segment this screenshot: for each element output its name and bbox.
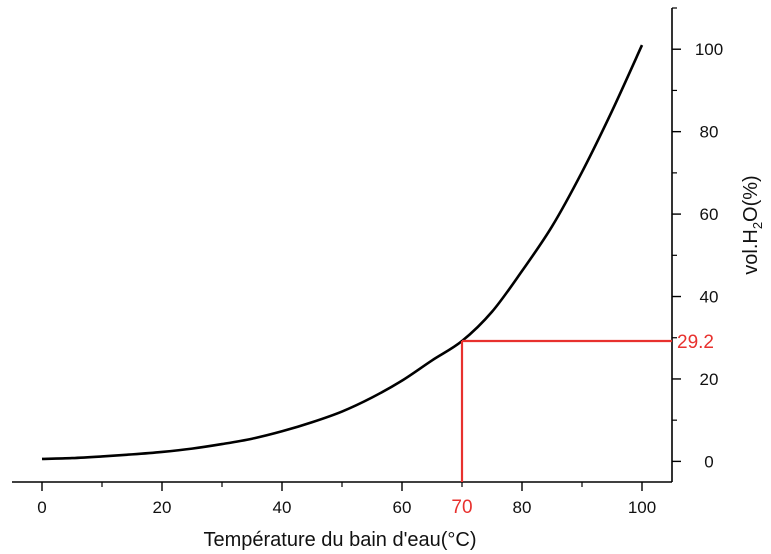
y-tick-label: 20: [700, 370, 719, 389]
y-axis-ticks: 0 20 40 60 80 100: [672, 7, 723, 471]
y-axis-title-rest: O(%): [740, 175, 762, 222]
annotation-layer: 70 29.2: [451, 332, 714, 518]
plot-area: 0 20 40 60 80 100 0 20 40 60 80 100 70 29.2: [12, 7, 723, 518]
y-tick-label: 60: [700, 205, 719, 224]
y-tick-label: 40: [700, 288, 719, 307]
y-tick-label: 0: [704, 452, 713, 471]
y-axis-title-subscript: 2: [750, 222, 765, 229]
y-axis-title: vol.H2O(%): [740, 175, 765, 274]
annotation-y-label: 29.2: [677, 332, 714, 353]
y-tick-label: 100: [695, 40, 723, 59]
annotation-x-label: 70: [451, 497, 472, 518]
x-tick-label: 100: [628, 498, 656, 517]
y-axis-title-main: vol.H: [740, 229, 762, 275]
x-tick-label: 20: [153, 498, 172, 517]
x-tick-label: 0: [37, 498, 46, 517]
x-tick-label: 80: [513, 498, 532, 517]
x-tick-label: 60: [393, 498, 412, 517]
series-layer: [41, 44, 644, 461]
series-line: [41, 44, 644, 461]
x-tick-label: 40: [273, 498, 292, 517]
x-axis-title: Température du bain d'eau(°C): [203, 529, 476, 551]
x-axis-ticks: 0 20 40 60 80 100: [37, 482, 656, 517]
y-tick-label: 80: [700, 123, 719, 142]
